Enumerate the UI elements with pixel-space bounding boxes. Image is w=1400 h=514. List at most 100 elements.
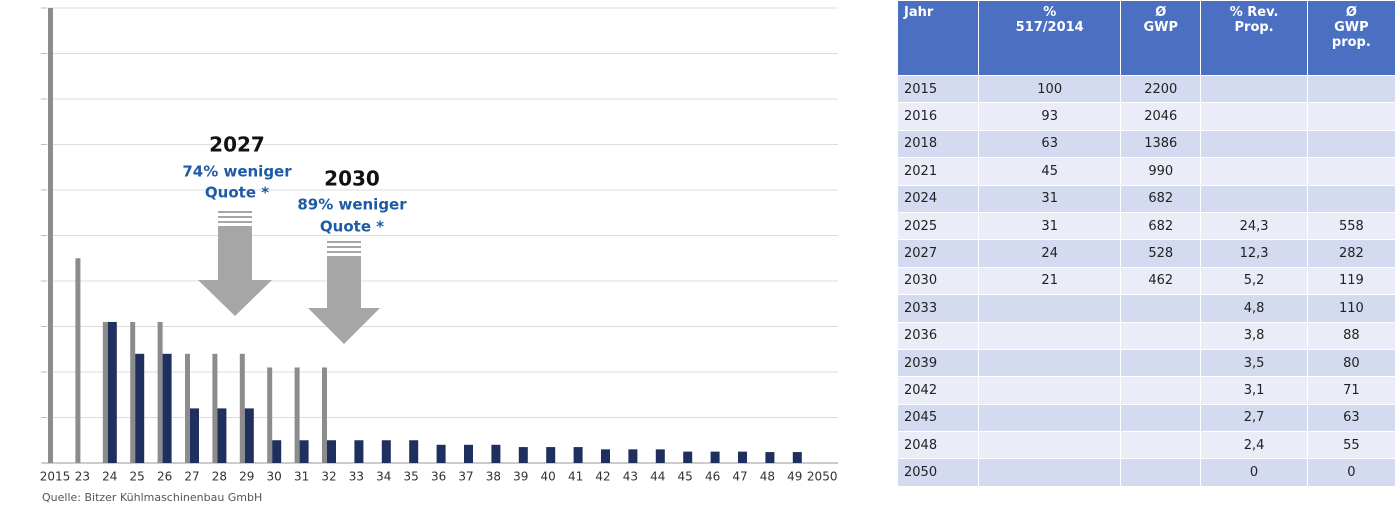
- bar: [792, 452, 802, 463]
- table-cell: 63: [1306, 403, 1397, 433]
- table-cell: 110: [1306, 294, 1397, 323]
- x-tick-label: 38: [486, 470, 501, 484]
- table-cell: [1120, 294, 1202, 323]
- table-cell: 12,3: [1200, 239, 1308, 268]
- x-tick-label: 24: [102, 470, 117, 484]
- table-cell: 2024: [896, 184, 980, 213]
- table-cell: 0: [1306, 458, 1397, 487]
- table-cell: 2042: [896, 376, 980, 405]
- bar: [294, 367, 300, 463]
- table-cell: [1200, 102, 1308, 131]
- table-cell: [1120, 348, 1202, 378]
- table-cell: 63: [978, 129, 1122, 159]
- table-cell: 5,2: [1200, 266, 1308, 296]
- table-cell: [1120, 376, 1202, 405]
- table-cell: 31: [978, 184, 1122, 213]
- x-tick-label: 36: [431, 470, 446, 484]
- header-row: Jahr% 517/2014 Ø GWP% Rev. Prop. Ø GWP pro…: [896, 0, 1397, 76]
- table-cell: [1120, 458, 1202, 487]
- table-cell: [1306, 157, 1397, 186]
- bar: [162, 353, 172, 463]
- x-tick-label: 28: [212, 470, 227, 484]
- table-cell: 990: [1120, 157, 1202, 186]
- table-row: 2050 0 0: [896, 458, 1397, 487]
- x-tick-label: 40: [541, 470, 556, 484]
- x-tick-label: 46: [705, 470, 720, 484]
- table-cell: 2016: [896, 102, 980, 131]
- x-tick-label: 44: [650, 470, 665, 484]
- header-cell: Ø GWP: [1120, 0, 1202, 76]
- table-cell: [1306, 102, 1397, 131]
- table-cell: 71: [1306, 376, 1397, 405]
- table-cell: 3,1: [1200, 376, 1308, 405]
- table-cell: 2027: [896, 239, 980, 268]
- table-row: 2045 2,7 63: [896, 403, 1397, 433]
- table-cell: 558: [1306, 211, 1397, 241]
- table-row: 2048 2,4 55: [896, 431, 1397, 460]
- table-cell: 21: [978, 266, 1122, 296]
- table-cell: [1200, 74, 1308, 104]
- table-cell: 2036: [896, 321, 980, 350]
- table-cell: 2015: [896, 74, 980, 104]
- bar: [546, 447, 556, 463]
- bar: [135, 353, 145, 463]
- bar: [655, 449, 665, 463]
- bar: [102, 321, 108, 463]
- bar: [436, 444, 446, 463]
- table-body: 2015 100 2200 2016 93 2046 2018 63 1386 2021 45 990…: [896, 74, 1397, 487]
- bar: [573, 447, 583, 463]
- table-cell: [978, 376, 1122, 405]
- bar: [272, 440, 282, 463]
- bar: [409, 440, 419, 463]
- table-row: 2027 24 528 12,3 282: [896, 239, 1397, 268]
- table-cell: [1200, 157, 1308, 186]
- table-cell: 2039: [896, 348, 980, 378]
- x-tick-label: 32: [321, 470, 336, 484]
- table-cell: [978, 348, 1122, 378]
- table-row: 2033 4,8 110: [896, 294, 1397, 323]
- header-cell: Jahr: [896, 0, 980, 76]
- table-cell: 3,5: [1200, 348, 1308, 378]
- table-cell: [1120, 321, 1202, 350]
- table-cell: [1306, 74, 1397, 104]
- x-tick-label: 2050: [807, 470, 838, 484]
- table-cell: 528: [1120, 239, 1202, 268]
- table-cell: 2018: [896, 129, 980, 159]
- x-tick-label: 48: [760, 470, 775, 484]
- x-tick-label: 23: [75, 470, 90, 484]
- table-cell: 2,4: [1200, 431, 1308, 460]
- table-cell: [978, 431, 1122, 460]
- x-tick-label: 45: [678, 470, 693, 484]
- table-row: 2036 3,8 88: [896, 321, 1397, 350]
- table-cell: 100: [978, 74, 1122, 104]
- table-row: 2015 100 2200: [896, 74, 1397, 104]
- table-cell: 282: [1306, 239, 1397, 268]
- table-cell: [1306, 129, 1397, 159]
- x-tick-label: 29: [239, 470, 254, 484]
- bar: [738, 451, 747, 463]
- bar: [239, 353, 245, 463]
- table-cell: 55: [1306, 431, 1397, 460]
- bar: [157, 321, 163, 463]
- x-tick-label: 43: [623, 470, 638, 484]
- bar: [765, 452, 775, 463]
- x-tick-label: 25: [130, 470, 145, 484]
- x-tick-label: 41: [568, 470, 583, 484]
- bar: [48, 8, 53, 463]
- table-cell: 45: [978, 157, 1122, 186]
- table-cell: 2033: [896, 294, 980, 323]
- table-cell: [978, 321, 1122, 350]
- table-cell: 0: [1200, 458, 1308, 487]
- x-tick-label: 39: [513, 470, 528, 484]
- x-tick-label: 49: [787, 470, 802, 484]
- table-cell: [978, 458, 1122, 487]
- table-row: 2018 63 1386: [896, 129, 1397, 159]
- table-cell: 31: [978, 211, 1122, 241]
- table-cell: [1200, 184, 1308, 213]
- table-cell: [978, 403, 1122, 433]
- table-row: 2030 21 462 5,2 119: [896, 266, 1397, 296]
- x-tick-label: 37: [458, 470, 473, 484]
- table-cell: 462: [1120, 266, 1202, 296]
- x-tick-label: 31: [294, 470, 309, 484]
